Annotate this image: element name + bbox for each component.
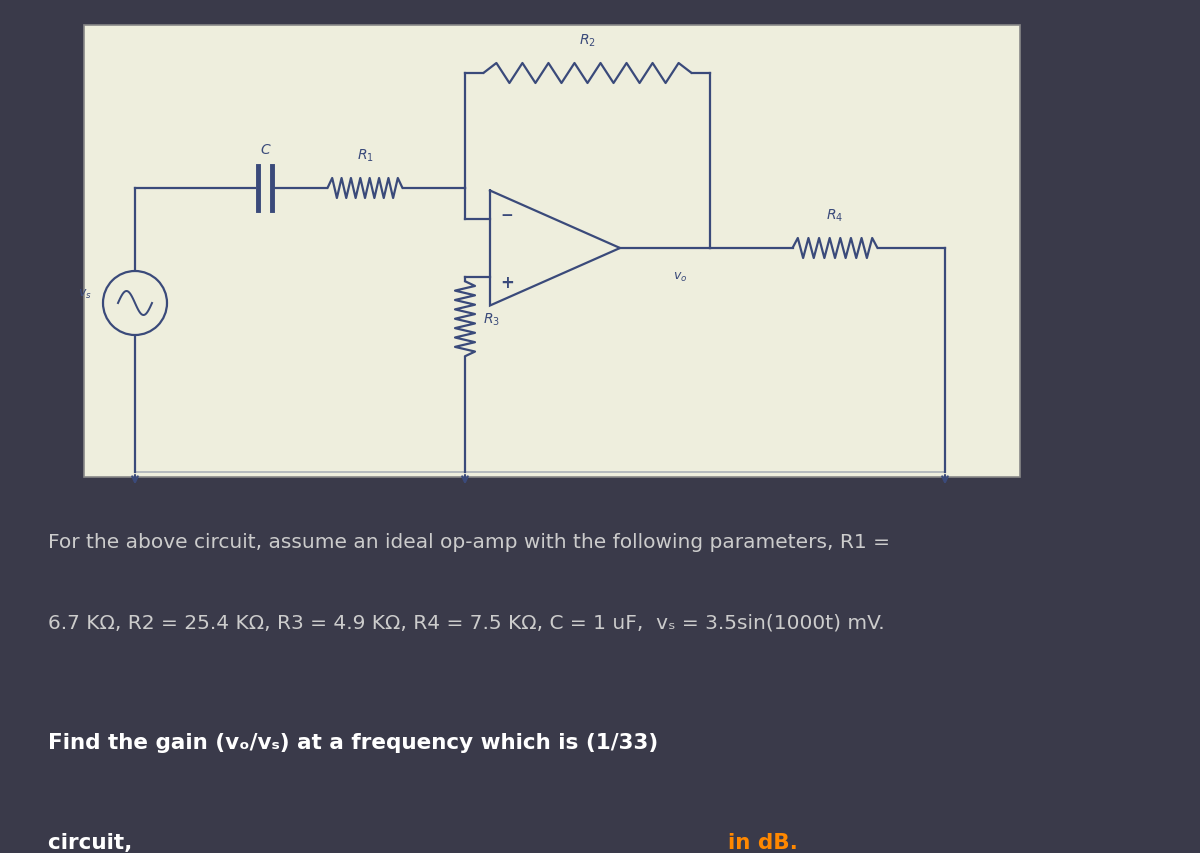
Text: For the above circuit, assume an ideal op-amp with the following parameters, R1 : For the above circuit, assume an ideal o… (48, 532, 890, 552)
Text: $R_4$: $R_4$ (827, 207, 844, 223)
Text: $v_o$: $v_o$ (673, 270, 688, 284)
Text: $R_3$: $R_3$ (482, 311, 500, 328)
Text: Find the gain (vₒ/vₛ) at a frequency which is (1/33): Find the gain (vₒ/vₛ) at a frequency whi… (48, 733, 659, 752)
Text: $R_1$: $R_1$ (356, 148, 373, 164)
Circle shape (103, 272, 167, 335)
Text: 6.7 KΩ, R2 = 25.4 KΩ, R3 = 4.9 KΩ, R4 = 7.5 KΩ, C = 1 uF,  vₛ = 3.5sin(1000t) mV: 6.7 KΩ, R2 = 25.4 KΩ, R3 = 4.9 KΩ, R4 = … (48, 612, 884, 631)
Text: $v_s$: $v_s$ (78, 287, 92, 300)
Text: −: − (500, 207, 512, 223)
Text: $R_2$: $R_2$ (580, 32, 596, 49)
Text: +: + (500, 274, 514, 292)
Text: C: C (260, 142, 270, 157)
Bar (84, 26, 1020, 478)
Text: circuit,: circuit, (48, 833, 140, 852)
Text: in dB.: in dB. (727, 833, 798, 852)
